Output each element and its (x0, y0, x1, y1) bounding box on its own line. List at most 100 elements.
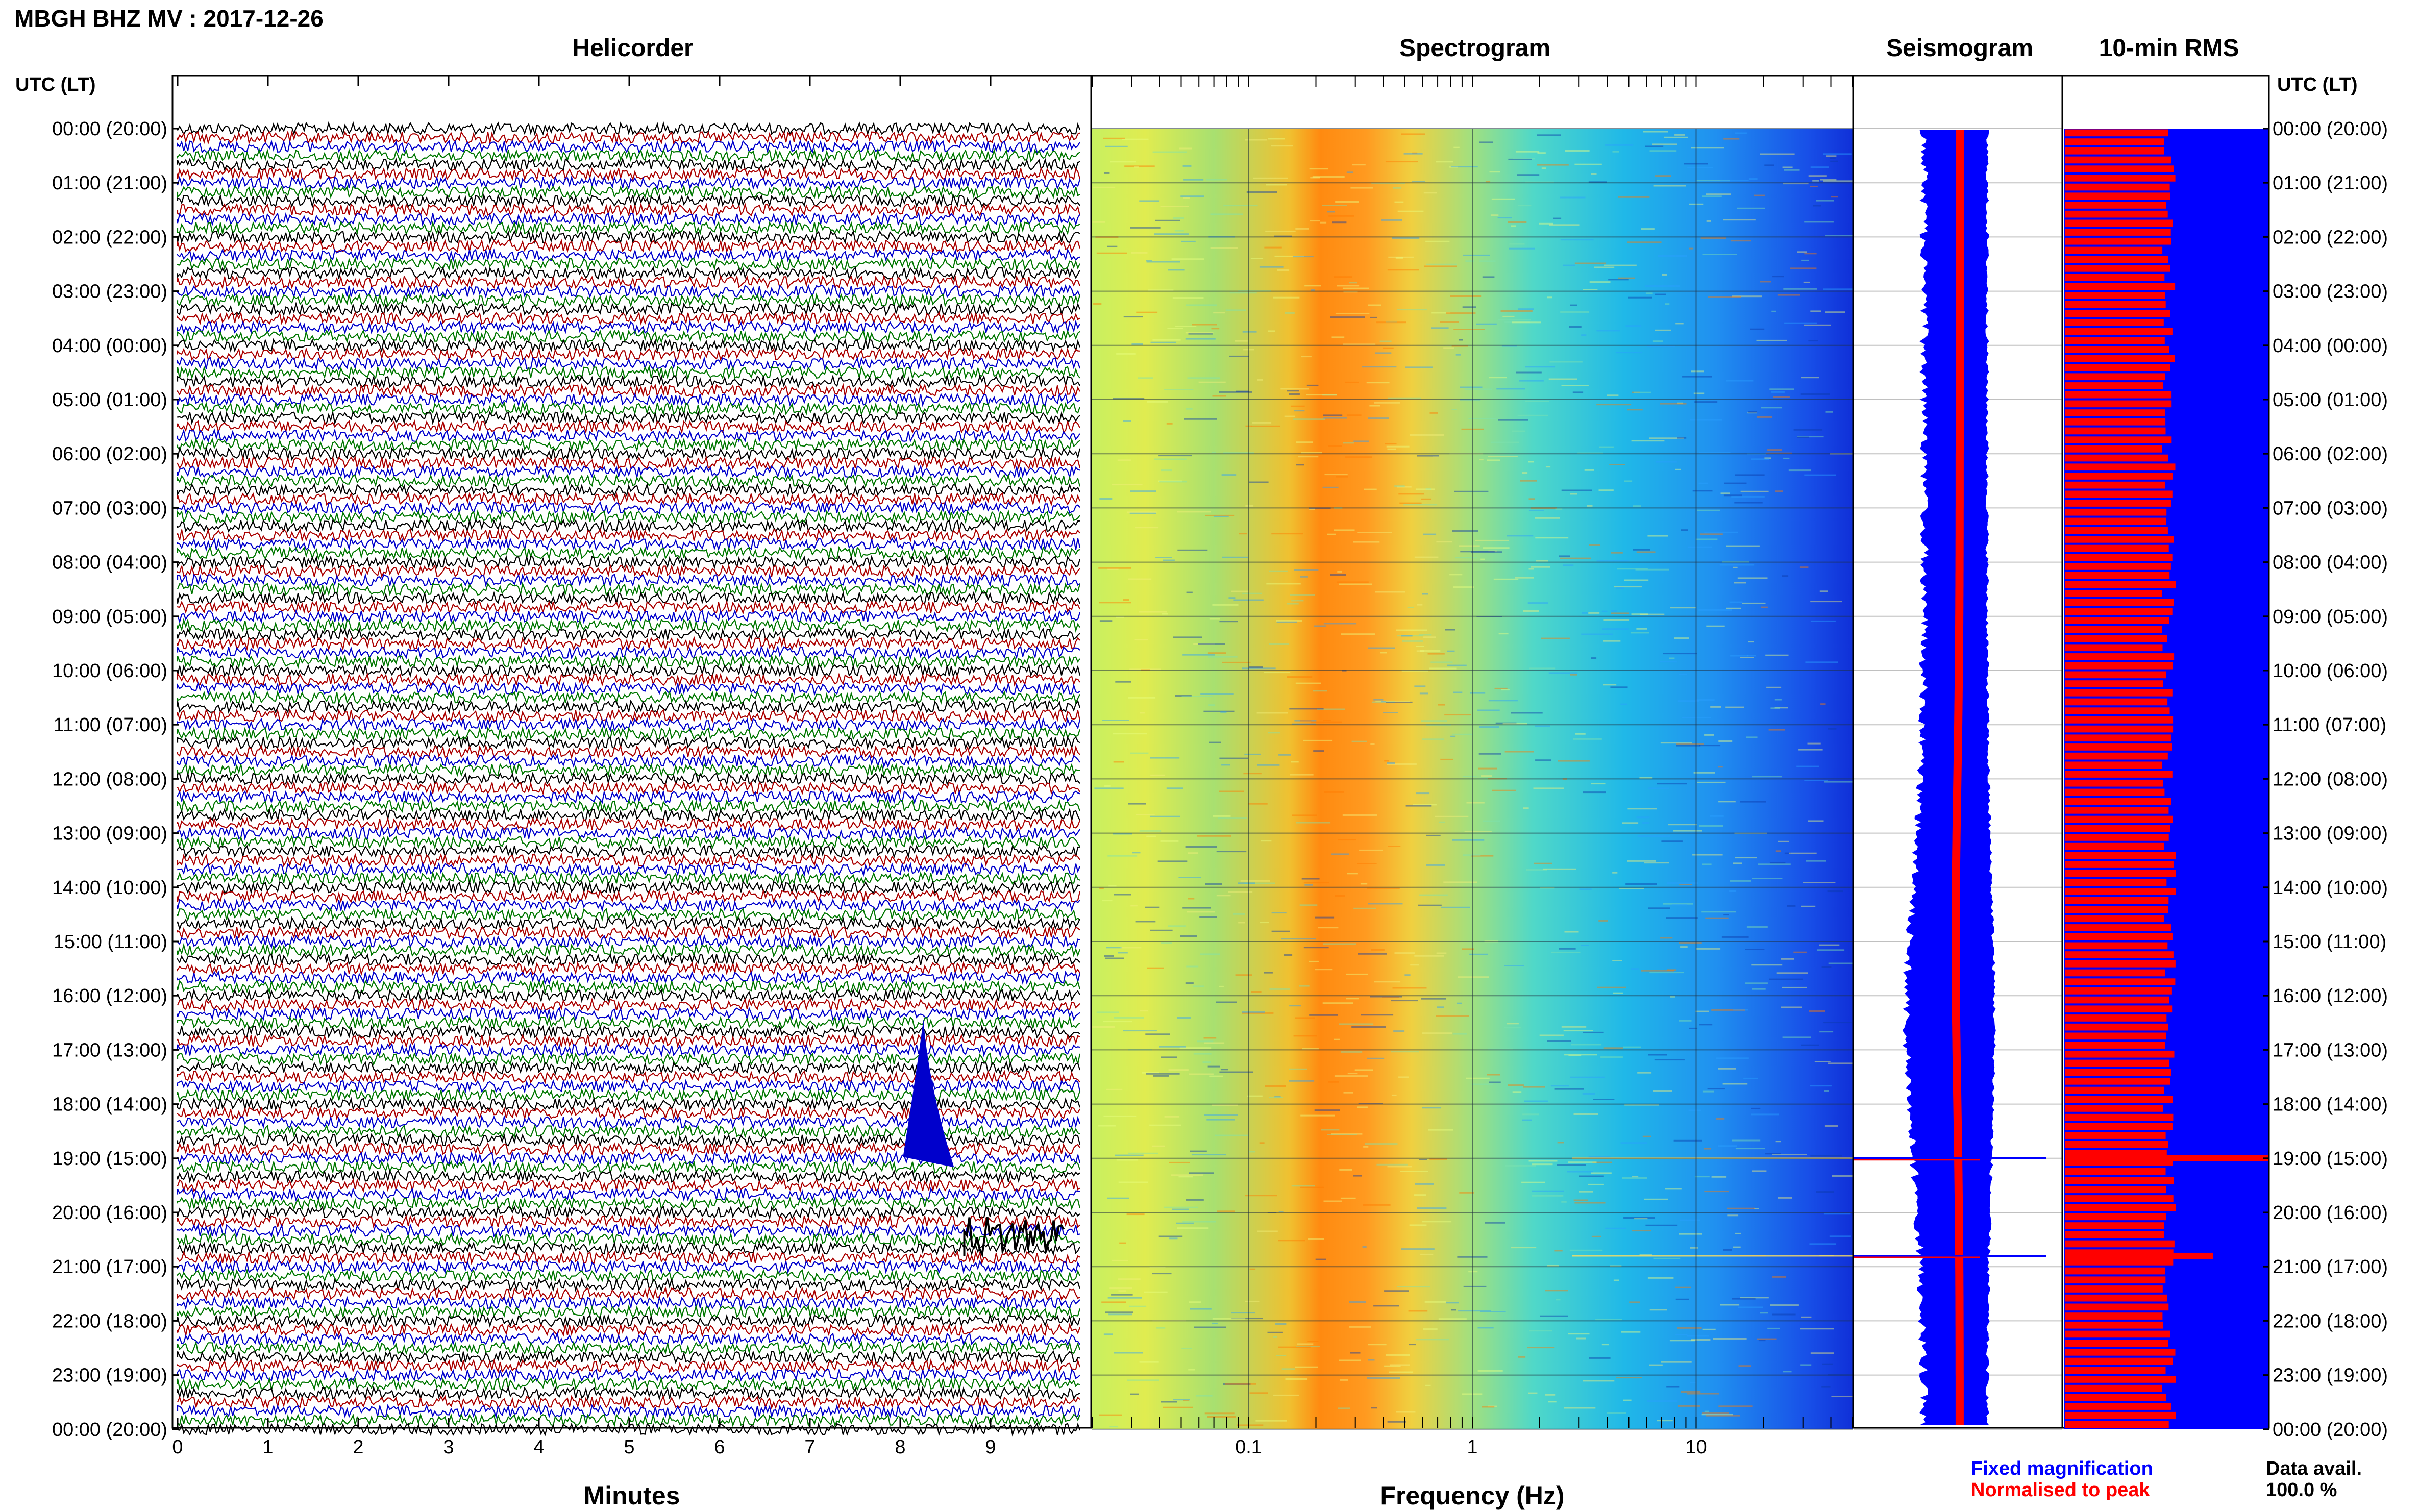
helicorder-trace (177, 1159, 1081, 1175)
time-label-left: 08:00 (04:00) (52, 552, 167, 574)
helicorder-trace (177, 1024, 1080, 1039)
helicorder-trace (177, 555, 1081, 570)
helicorder-trace (177, 1404, 1081, 1419)
helicorder-trace (177, 690, 1080, 705)
helicorder-trace (177, 735, 1080, 750)
time-label-right: 04:00 (00:00) (2273, 335, 2388, 357)
rms-bar (2065, 626, 2162, 633)
helicorder-trace (177, 265, 1080, 281)
rms-bar (2065, 202, 2166, 209)
rms-bar (2065, 852, 2176, 859)
rms-bar (2065, 1032, 2166, 1040)
rms-bar (2065, 436, 2172, 443)
rms-bar (2065, 192, 2170, 200)
minute-tick-label: 4 (533, 1436, 544, 1458)
rms-bar (2065, 734, 2171, 742)
rms-bar (2065, 1042, 2165, 1049)
helicorder-trace (177, 600, 1080, 615)
time-label-left: 19:00 (15:00) (52, 1148, 167, 1170)
time-label-left: 21:00 (17:00) (52, 1256, 167, 1278)
helicorder-trace (177, 311, 1080, 326)
time-label-right: 10:00 (06:00) (2273, 660, 2388, 682)
time-label-left: 03:00 (23:00) (52, 281, 167, 303)
helicorder-trace (177, 907, 1080, 922)
helicorder-trace (177, 590, 1081, 606)
rms-bar (2065, 653, 2175, 660)
helicorder-trace (177, 636, 1080, 652)
time-label-right: 20:00 (16:00) (2273, 1202, 2388, 1224)
rms-bar (2065, 355, 2175, 362)
rms-bar (2065, 292, 2165, 299)
seismogram-panel (1852, 75, 2063, 1430)
helicorder-trace (177, 645, 1080, 660)
helicorder-trace (177, 1304, 1081, 1320)
rms-bar (2065, 807, 2169, 814)
legend-normalised-to-peak: Normalised to peak (1971, 1479, 2150, 1501)
helicorder-trace (177, 1412, 1081, 1428)
minutes-axis-label: Minutes (584, 1481, 680, 1510)
helicorder-trace (177, 898, 1080, 913)
rms-bar (2065, 798, 2171, 805)
rms-bar (2065, 1384, 2162, 1392)
helicorder-trace (177, 1277, 1081, 1293)
rms-bar (2065, 382, 2163, 389)
frequency-tick-label: 1 (1467, 1436, 1477, 1458)
time-label-left: 06:00 (02:00) (52, 443, 167, 465)
helicorder-trace (177, 364, 1080, 380)
time-label-right: 06:00 (02:00) (2273, 443, 2388, 465)
helicorder-trace (177, 1394, 1080, 1410)
rms-bar (2065, 888, 2176, 895)
time-label-right: 05:00 (01:00) (2273, 389, 2388, 411)
rms-bar (2065, 544, 2169, 552)
helicorder-trace (177, 717, 1081, 732)
rms-bar (2065, 680, 2163, 687)
helicorder-trace (177, 708, 1081, 724)
rms-bar (2065, 590, 2162, 597)
helicorder-trace (177, 1169, 1080, 1184)
rms-spike-bar (2065, 1252, 2213, 1259)
rms-bar (2065, 1330, 2170, 1338)
time-label-left: 09:00 (05:00) (52, 606, 167, 628)
helicorder-trace (177, 1268, 1081, 1283)
rms-bar (2065, 283, 2176, 290)
helicorder-trace (177, 1422, 1081, 1437)
rms-bar (2065, 1421, 2169, 1428)
rms-bar (2065, 391, 2172, 399)
rms-bar (2065, 924, 2171, 931)
minute-tick-label: 5 (624, 1436, 634, 1458)
helicorder-trace (177, 1385, 1080, 1401)
helicorder-trace (177, 1006, 1080, 1022)
helicorder-trace (177, 1196, 1081, 1211)
helicorder-trace (177, 275, 1081, 290)
time-label-left: 16:00 (12:00) (52, 985, 167, 1007)
helicorder-trace (177, 844, 1080, 859)
rms-bar (2065, 1267, 2165, 1275)
rms-bar (2065, 834, 2169, 841)
helicorder-trace (177, 888, 1081, 904)
helicorder-trace (177, 302, 1081, 317)
rms-bar (2065, 175, 2176, 182)
rms-bar (2065, 1123, 2173, 1130)
rms-bar (2065, 328, 2173, 335)
helicorder-trace (177, 997, 1080, 1012)
rms-bar (2065, 1177, 2174, 1184)
helicorder-trace (177, 410, 1080, 425)
rms-bar (2065, 960, 2176, 968)
helicorder-trace (177, 121, 1081, 137)
helicorder-trace (177, 952, 1080, 967)
helicorder-trace (177, 834, 1080, 850)
helicorder-trace (177, 1295, 1080, 1310)
minute-tick-label: 1 (262, 1436, 273, 1458)
helicorder-trace (177, 175, 1081, 190)
rms-bar (2065, 581, 2176, 588)
helicorder-trace (177, 943, 1081, 958)
helicorder-trace (177, 1177, 1080, 1193)
rms-bar (2065, 1105, 2163, 1112)
frequency-tick-label: 10 (1685, 1436, 1707, 1458)
helicorder-trace (177, 1367, 1080, 1383)
helicorder-trace (177, 1223, 1080, 1238)
time-label-left: 17:00 (13:00) (52, 1039, 167, 1061)
helicorder-trace (177, 455, 1081, 470)
helicorder-trace (177, 1033, 1080, 1049)
rms-bar (2065, 1132, 2166, 1139)
